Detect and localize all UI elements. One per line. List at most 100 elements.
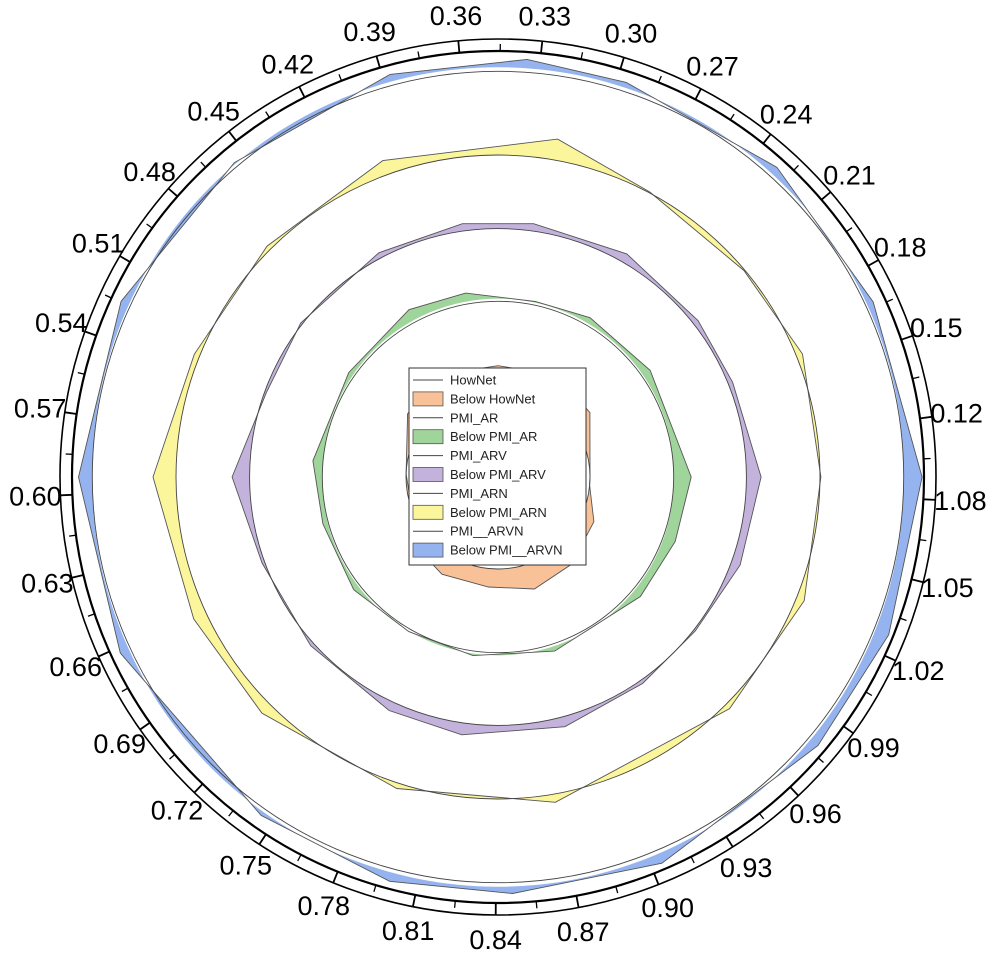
legend-label: Below PMI_AR — [450, 429, 537, 444]
legend-item-hownet: HowNet — [413, 373, 497, 388]
axis-ring — [70, 49, 926, 905]
major-tick — [725, 836, 734, 848]
major-tick — [412, 894, 417, 907]
angular-tick-label: 0.93 — [720, 853, 773, 883]
legend-item-below-pmi-arvn: Below PMI__ARVN — [412, 542, 562, 558]
minor-tick — [817, 757, 824, 763]
area-outline-pmi-arn — [152, 138, 822, 803]
legend-label: Below PMI_ARV — [450, 467, 546, 482]
minor-tick — [535, 901, 538, 909]
legend-label: PMI__ARVN — [450, 524, 523, 539]
major-tick — [64, 411, 77, 415]
major-tick — [653, 873, 660, 885]
major-tick — [228, 130, 238, 142]
major-tick — [820, 191, 832, 201]
major-tick — [901, 334, 913, 341]
major-tick — [911, 578, 924, 584]
minor-tick — [77, 371, 85, 375]
major-tick — [457, 40, 461, 53]
angular-tick-label: 0.39 — [343, 17, 396, 47]
minor-tick — [297, 854, 302, 862]
major-tick — [139, 721, 151, 731]
minor-tick — [845, 227, 853, 233]
legend-item-pmi-arvn: PMI__ARVN — [413, 524, 523, 539]
major-tick — [167, 187, 179, 198]
angular-tick-label: 1.02 — [892, 656, 945, 686]
legend: HowNet Below HowNet PMI_AR Below PMI_AR PMI_… — [408, 367, 587, 566]
series-pmi-arn — [152, 138, 822, 803]
angular-tick-label: 0.72 — [151, 796, 204, 826]
angular-tick-label: 0.45 — [187, 97, 240, 127]
legend-label: Below PMI__ARVN — [450, 543, 562, 558]
angular-tick-label: 0.90 — [641, 893, 694, 923]
minor-tick — [338, 74, 343, 82]
minor-tick — [200, 161, 207, 168]
minor-tick — [87, 613, 95, 617]
minor-tick — [912, 376, 920, 380]
angular-tick-label: 0.63 — [21, 569, 74, 599]
angular-tick-label: 0.18 — [874, 233, 927, 263]
minor-tick — [690, 856, 695, 864]
angular-tick-label: 0.48 — [123, 157, 176, 187]
angular-tick-label: 0.87 — [557, 917, 610, 947]
minor-tick — [865, 691, 873, 697]
angular-axis: 0.12 0.15 0.18 0.21 0.24 0.27 0.30 0.33 0.36 0.39… — [9, 1, 987, 954]
minor-tick — [104, 294, 112, 299]
minor-tick — [169, 754, 176, 760]
major-tick — [540, 41, 544, 54]
major-tick — [884, 654, 896, 662]
legend-item-below-hownet: Below HowNet — [412, 391, 536, 407]
minor-tick — [758, 812, 765, 820]
major-tick — [619, 57, 625, 70]
angular-tick-label: 0.69 — [93, 729, 146, 759]
major-tick — [84, 330, 97, 337]
area-outline-pmi-arv — [231, 223, 762, 736]
legend-item-below-pmi-ar: Below PMI_AR — [412, 429, 537, 445]
major-tick — [332, 871, 339, 884]
minor-tick — [453, 900, 456, 908]
major-tick — [71, 574, 84, 579]
line-pmi-arvn — [91, 70, 905, 884]
series-pmi-arvn — [78, 58, 923, 894]
angular-tick-label: 0.57 — [14, 394, 67, 424]
series-layer — [78, 58, 923, 894]
angular-tick-label: 0.24 — [760, 100, 813, 130]
angular-tick-label: 0.30 — [605, 19, 658, 49]
angular-tick-label: 0.75 — [220, 850, 273, 880]
area-outline-pmi-ar — [312, 292, 692, 657]
minor-tick — [373, 884, 377, 892]
line-pmi-arv — [249, 228, 747, 726]
minor-tick — [919, 538, 927, 542]
major-tick — [119, 255, 131, 263]
minor-tick — [729, 113, 735, 121]
angular-tick-label: 0.51 — [72, 228, 125, 258]
legend-label: PMI_AR — [450, 410, 498, 425]
minor-tick — [121, 687, 129, 693]
legend-fill-swatch — [412, 429, 444, 445]
minor-tick — [658, 75, 662, 83]
angular-tick-label: 0.60 — [9, 481, 62, 511]
legend-fill-swatch — [412, 391, 444, 407]
minor-tick — [580, 52, 584, 60]
legend-item-below-pmi-arv: Below PMI_ARV — [412, 467, 546, 482]
legend-label: Below HowNet — [450, 391, 536, 406]
minor-tick — [146, 223, 153, 229]
major-tick — [98, 650, 110, 658]
legend-item-pmi-ar: PMI_AR — [413, 410, 498, 425]
legend-label: Below PMI_ARN — [450, 505, 547, 520]
legend-item-pmi-arn: PMI_ARN — [413, 486, 508, 501]
angular-tick-label: 0.42 — [262, 50, 315, 80]
angular-tick-label: 0.78 — [298, 891, 351, 921]
legend-fill-swatch — [412, 504, 444, 520]
angular-tick-label: 0.81 — [382, 916, 435, 946]
legend-item-pmi-arv: PMI_ARV — [413, 448, 507, 463]
minor-tick — [265, 111, 270, 118]
angular-tick-label: 0.54 — [35, 308, 88, 338]
angular-tick-label: 1.08 — [934, 486, 987, 516]
major-tick — [923, 498, 936, 501]
angular-tick-label: 0.66 — [49, 652, 102, 682]
axis-outer-ring — [59, 38, 937, 916]
legend-fill-swatch — [412, 542, 444, 558]
angular-tick-label: 0.84 — [469, 925, 522, 954]
